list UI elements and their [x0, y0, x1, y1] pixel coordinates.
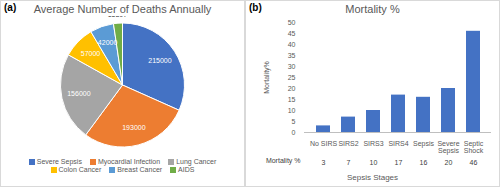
svg-text:Mortality %: Mortality %: [266, 157, 301, 165]
html-text:Lung Cancer: Lung Cancer: [176, 158, 217, 165]
svg-text:30: 30: [288, 63, 296, 70]
html-text:Average Number of Deaths Annua: Average Number of Deaths Annually: [33, 3, 212, 15]
svg-text:SIRS2: SIRS2: [338, 140, 358, 147]
html-text:Breast Cancer: Breast Cancer: [117, 166, 163, 174]
svg-text:17: 17: [395, 159, 403, 166]
svg-text:20: 20: [445, 159, 453, 166]
svg-text:Sepsis: Sepsis: [413, 140, 435, 148]
svg-text:46: 46: [470, 159, 478, 166]
svg-text:193000: 193000: [122, 124, 145, 131]
svg-text:40: 40: [288, 41, 296, 48]
html-text:Sepsis Stages: Sepsis Stages: [346, 173, 399, 182]
svg-text:SevereSepsis: SevereSepsis: [437, 140, 459, 155]
svg-text:3: 3: [322, 159, 326, 166]
svg-text:20: 20: [288, 85, 296, 92]
svg-text:215000: 215000: [148, 57, 171, 64]
html-text:Myocardial Infection: Myocardial Infection: [97, 158, 161, 165]
svg-text:42000: 42000: [98, 39, 118, 46]
html-text:(b): (b): [249, 2, 262, 13]
svg-text:SepticShock: SepticShock: [464, 140, 484, 154]
html-text:Severe Sepsis: Severe Sepsis: [36, 158, 82, 165]
svg-text:25: 25: [288, 74, 296, 81]
svg-text:5: 5: [292, 118, 296, 125]
html-text:AIDS: AIDS: [178, 166, 195, 174]
svg-text:0: 0: [292, 129, 296, 136]
svg-text:35: 35: [288, 52, 296, 59]
svg-text:No SIRS: No SIRS: [310, 140, 338, 147]
svg-text:SIRS3: SIRS3: [363, 140, 383, 147]
html-text:(a): (a): [4, 2, 17, 13]
svg-text:45: 45: [288, 30, 296, 37]
svg-text:156000: 156000: [67, 90, 90, 97]
html-text:Colon Cancer: Colon Cancer: [58, 166, 102, 174]
svg-text:SIRS4: SIRS4: [388, 140, 408, 147]
svg-text:10: 10: [370, 159, 378, 166]
svg-text:15807: 15807: [108, 16, 128, 18]
svg-text:7: 7: [347, 159, 351, 166]
svg-text:16: 16: [420, 159, 428, 166]
svg-text:10: 10: [288, 107, 296, 114]
svg-text:Mortality%: Mortality%: [263, 61, 271, 94]
html-text:Mortality %: Mortality %: [345, 3, 400, 15]
svg-text:15: 15: [288, 96, 296, 103]
svg-text:57000: 57000: [81, 50, 101, 57]
svg-text:50: 50: [288, 19, 296, 26]
